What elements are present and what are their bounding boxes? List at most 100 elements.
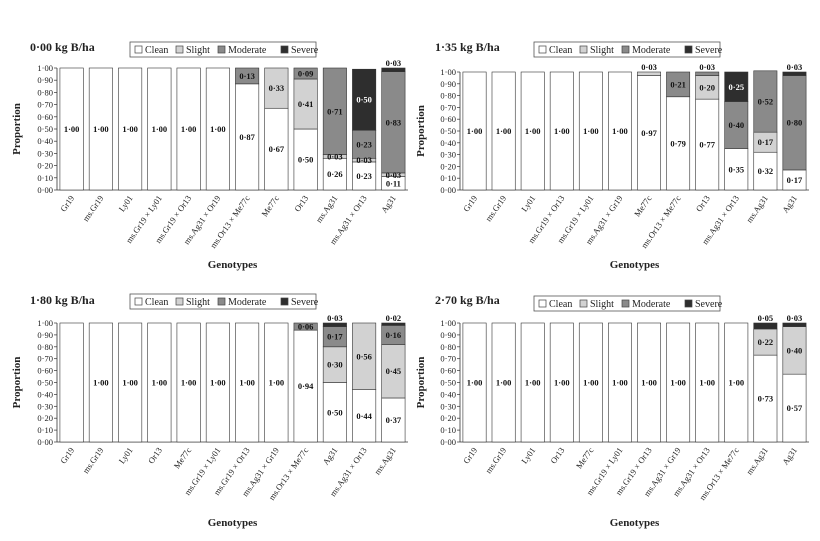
bar-value-label: 0·56 (356, 351, 372, 361)
bar-value-label: 0·50 (356, 95, 372, 105)
panel-title: 1·35 kg B/ha (435, 40, 500, 54)
bar-value-label: 0·94 (298, 381, 314, 391)
category-label: Ag31 (780, 445, 799, 466)
bar-segment-clean (118, 322, 143, 443)
y-tick-label: 0·30 (37, 148, 53, 158)
y-axis-title: Proportion (11, 103, 23, 155)
bar-value-label: 0·26 (327, 169, 343, 179)
legend-swatch-slight (579, 299, 588, 308)
legend-swatch-moderate (217, 297, 226, 306)
legend-label-clean: Clean (549, 299, 572, 310)
bar-segment-clean (578, 322, 603, 443)
y-tick-label: 0·10 (440, 425, 456, 435)
bar-value-label: 0·52 (758, 97, 774, 107)
bar-segment-severe (782, 322, 807, 327)
category-label: Gr19 (461, 445, 479, 465)
panel-2-70-kg-chart: 2·70 kg B/ha Clean Slight Moderate Severe 0·0… (415, 293, 809, 529)
y-tick-label: 0·40 (440, 389, 456, 399)
bar-value-label: 0·80 (787, 118, 803, 128)
y-tick-label: 0·80 (37, 87, 53, 97)
legend-label-moderate: Moderate (228, 297, 267, 308)
bar-segment-severe (381, 322, 406, 326)
bar-value-label: 0·16 (386, 330, 402, 340)
panel-title: 0·00 kg B/ha (30, 40, 95, 54)
category-label: Gr19 (461, 193, 479, 213)
bar-value-label: 1·00 (496, 126, 512, 136)
category-label: Me77c (632, 193, 654, 218)
category-label: Ly01 (519, 193, 537, 213)
bar-segment-moderate (666, 71, 691, 98)
bar-segment-clean (695, 322, 720, 443)
category-label: Me77c (259, 193, 281, 218)
bar-value-label: 0·25 (728, 82, 744, 92)
category-label: ms.Gr19 (80, 193, 105, 223)
bar-segment-clean (118, 67, 143, 191)
bar-value-label: 0·06 (298, 322, 314, 332)
bar-value-label: 0·03 (787, 62, 803, 72)
bar-segment-clean (491, 71, 516, 191)
legend-label-severe: Severe (291, 297, 319, 308)
bar-value-label: 0·03 (641, 62, 657, 72)
bar-segment-clean (147, 67, 172, 191)
legend-swatch-clean (134, 297, 143, 306)
bar-value-label: 0·09 (298, 68, 314, 78)
bar-segment-clean (491, 322, 516, 443)
y-tick-label: 0·90 (440, 79, 456, 89)
legend-swatch-clean (538, 299, 547, 308)
category-label: Gr19 (58, 445, 76, 465)
bar-value-label: 0·17 (787, 175, 803, 185)
bar-value-label: 1·00 (239, 378, 255, 388)
legend: Clean Slight Moderate Severe (533, 41, 723, 58)
bar-value-label: 0·11 (386, 178, 401, 188)
y-tick-label: 0·60 (37, 366, 53, 376)
y-tick-label: 0·90 (37, 75, 53, 85)
category-label: Ag31 (780, 193, 799, 214)
bar-value-label: 1·00 (93, 378, 109, 388)
bar-value-label: 1·00 (641, 378, 657, 388)
bar-segment-severe (322, 322, 347, 327)
bar-segment-clean (88, 67, 113, 191)
y-tick-label: 0·70 (440, 354, 456, 364)
legend-label-slight: Slight (590, 45, 614, 56)
bar-value-label: 1·00 (64, 124, 80, 134)
bar-value-label: 1·00 (525, 126, 541, 136)
legend-label-moderate: Moderate (632, 299, 671, 310)
legend-swatch-slight (175, 297, 184, 306)
bar-value-label: 1·00 (152, 378, 168, 388)
legend: Clean Slight Moderate Severe (533, 295, 723, 312)
bar-value-label: 1·00 (612, 126, 628, 136)
y-tick-label: 0·70 (37, 100, 53, 110)
legend-swatch-moderate (621, 45, 630, 54)
y-tick-label: 0·60 (440, 114, 456, 124)
y-tick-label: 0·50 (37, 378, 53, 388)
bar-segment-severe (381, 67, 406, 72)
bar-value-label: 0·20 (699, 82, 715, 92)
legend-swatch-severe (280, 45, 289, 54)
bar-value-label: 0·05 (758, 313, 774, 323)
legend-label-slight: Slight (186, 297, 210, 308)
category-label: ms.Ag31 (744, 445, 770, 476)
bar-segment-clean (235, 322, 260, 443)
bar-segment-clean (637, 322, 661, 443)
category-label: ms.Ag31 (314, 193, 340, 224)
bar-value-label: 0·83 (386, 117, 402, 127)
legend-swatch-severe (684, 45, 693, 54)
legend-swatch-severe (684, 299, 693, 308)
category-label: Ag31 (320, 445, 339, 466)
bar-segment-clean (205, 322, 230, 443)
category-label: Me77c (172, 445, 194, 470)
x-axis-title: Genotypes (610, 259, 660, 271)
bar-value-label: 1·00 (728, 378, 744, 388)
y-tick-label: 0·50 (440, 378, 456, 388)
legend-label-clean: Clean (549, 45, 572, 56)
y-tick-label: 0·30 (37, 401, 53, 411)
bar-value-label: 0·37 (386, 415, 402, 425)
bar-value-label: 1·00 (210, 378, 226, 388)
category-label: Me77c (574, 445, 596, 470)
panel-1-80-kg-chart: 1·80 kg B/ha Clean Slight Moderate Severe 0·0… (11, 293, 408, 529)
bar-segment-moderate (235, 67, 260, 85)
bar-value-label: 1·00 (699, 378, 715, 388)
panel-title: 2·70 kg B/ha (435, 293, 500, 307)
x-axis-title: Genotypes (208, 259, 258, 271)
bar-segment-severe (782, 71, 807, 76)
